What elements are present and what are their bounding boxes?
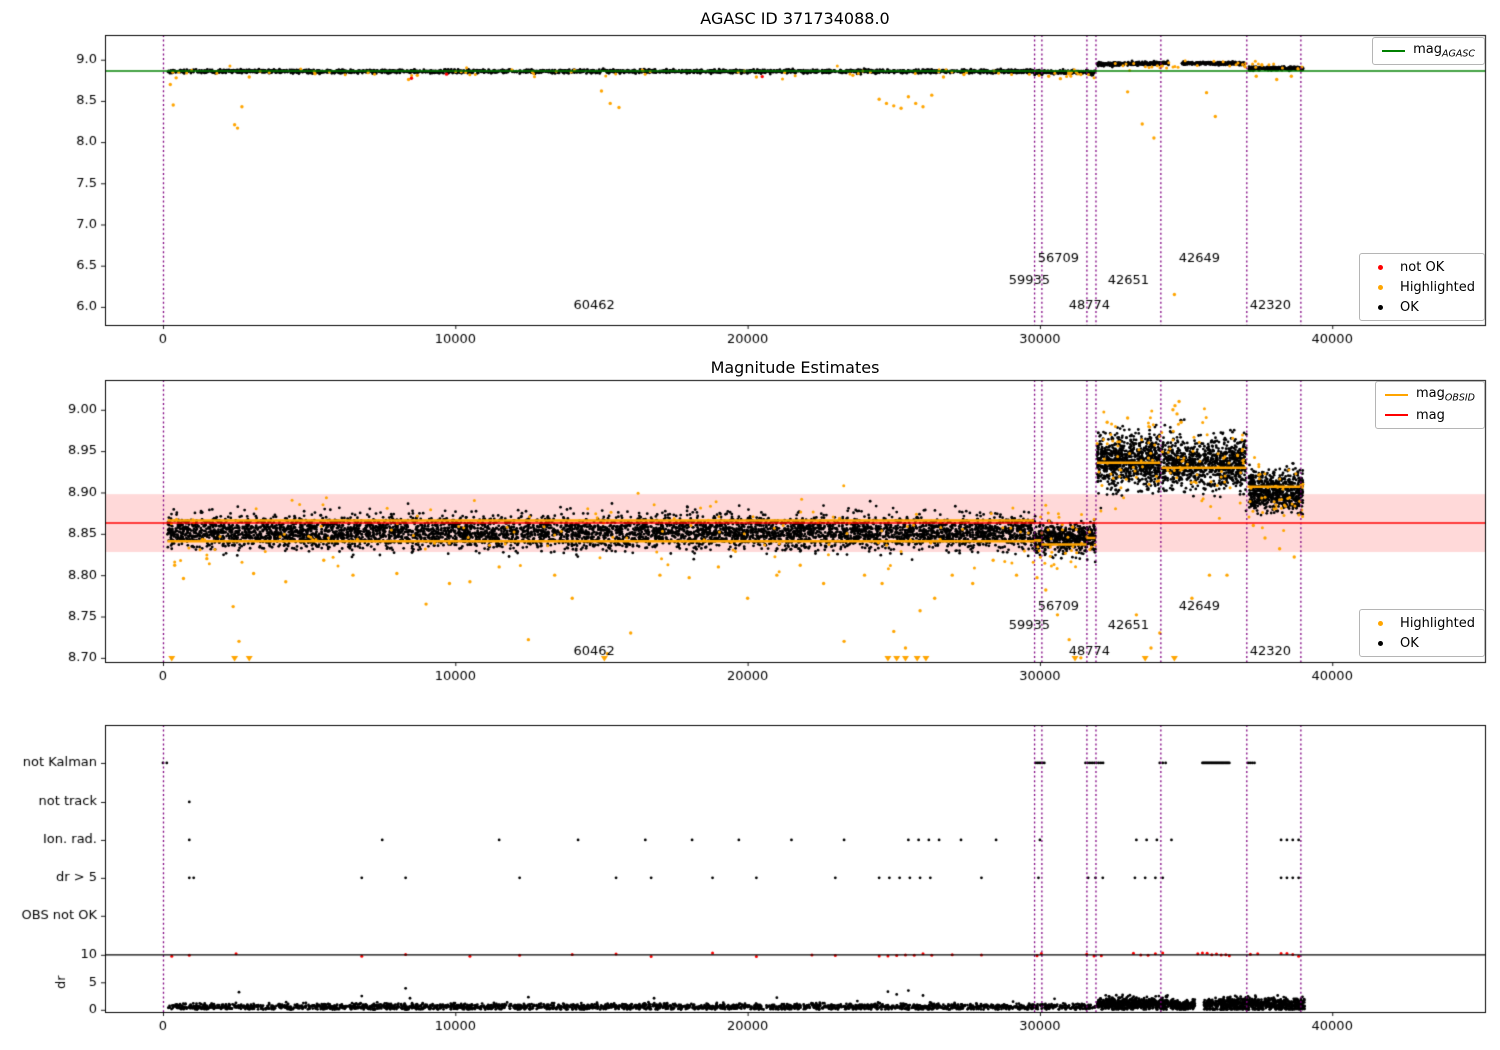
legend-label: mag bbox=[1415, 407, 1445, 423]
legend-label: not OK bbox=[1400, 259, 1445, 275]
legend-entry: magOBSID bbox=[1384, 385, 1475, 405]
chart-magnitude-estimates: Magnitude Estimates magOBSID mag Highlight… bbox=[0, 350, 1500, 700]
flags-dr-plot-canvas bbox=[0, 700, 1500, 1050]
chart-agasc-mag: AGASC ID 371734088.0 magAGASC not OK Highl… bbox=[0, 0, 1500, 350]
legend-label: Highlighted bbox=[1400, 279, 1475, 295]
legend-label: OK bbox=[1400, 299, 1419, 315]
legend-label: magOBSID bbox=[1415, 386, 1475, 404]
legend-entry: Highlighted bbox=[1369, 613, 1475, 633]
legend-entry: magAGASC bbox=[1382, 41, 1475, 61]
legend-label: OK bbox=[1400, 635, 1419, 651]
legend-entry: OK bbox=[1369, 297, 1475, 317]
legend-line-swatch bbox=[1384, 394, 1408, 396]
legend-dot-swatch bbox=[1378, 620, 1384, 626]
legend-tr: magOBSID mag bbox=[1374, 381, 1485, 429]
legend-tr: magAGASC bbox=[1372, 37, 1485, 65]
legend-dot-swatch bbox=[1378, 640, 1384, 646]
legend-br: Highlighted OK bbox=[1359, 609, 1485, 657]
legend-dot-swatch bbox=[1378, 264, 1384, 270]
legend-dot-swatch bbox=[1378, 304, 1384, 310]
legend-line-swatch bbox=[1384, 414, 1408, 416]
legend-entry: mag bbox=[1384, 405, 1475, 425]
chart-flags-dr bbox=[0, 700, 1500, 1050]
legend-entry: not OK bbox=[1369, 257, 1475, 277]
legend-line-swatch bbox=[1382, 50, 1406, 52]
agasc-mag-plot-canvas bbox=[0, 0, 1500, 350]
legend-entry: OK bbox=[1369, 633, 1475, 653]
chart-title-agasc: AGASC ID 371734088.0 bbox=[700, 9, 890, 28]
legend-label: magAGASC bbox=[1413, 42, 1475, 60]
chart-title-magnitude-estimates: Magnitude Estimates bbox=[710, 358, 880, 377]
legend-br: not OK Highlighted OK bbox=[1359, 253, 1485, 321]
legend-dot-swatch bbox=[1378, 284, 1384, 290]
magnitude-estimates-plot-canvas bbox=[0, 350, 1500, 700]
legend-entry: Highlighted bbox=[1369, 277, 1475, 297]
legend-label: Highlighted bbox=[1400, 615, 1475, 631]
